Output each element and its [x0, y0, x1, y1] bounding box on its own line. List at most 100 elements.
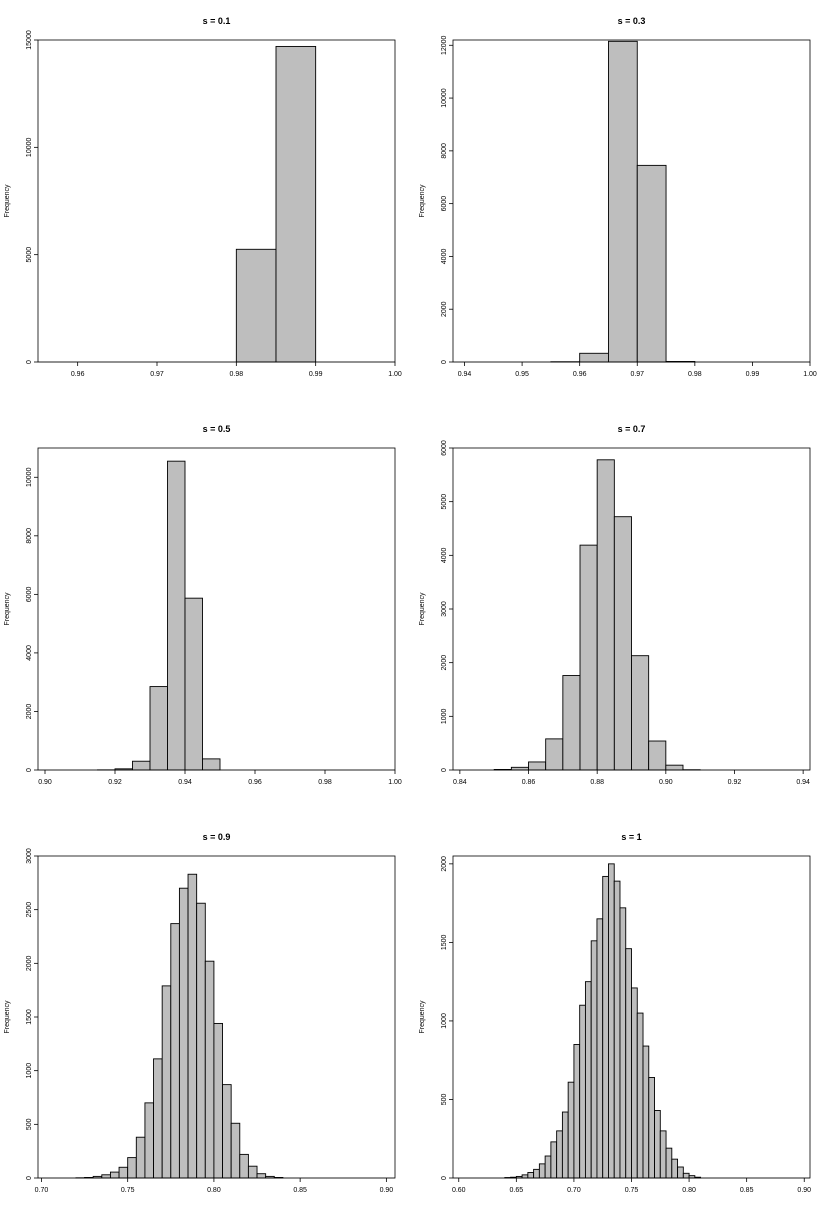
histogram-bar [235, 248, 277, 363]
y-tick-label: 2000 [441, 301, 448, 317]
histogram-bar [579, 544, 598, 771]
x-tick-label: 0.96 [71, 371, 85, 378]
x-tick-label: 0.92 [728, 779, 742, 786]
x-tick-label: 0.88 [590, 779, 604, 786]
histogram-bar [682, 1172, 690, 1179]
histogram-bar [167, 460, 186, 771]
histogram-panel-2: s = 0.3 0.94 0.95 0.96 0.97 0.98 0.99 1.00 0 2000… [415, 0, 830, 408]
y-tick-label: 2000 [26, 704, 33, 720]
histogram-bar [127, 1157, 137, 1179]
histogram-bar [590, 940, 598, 1179]
histogram-bar [256, 1173, 267, 1179]
histogram-bar [187, 873, 198, 1179]
histogram-panel-5: s = 0.9 0.70 0.75 0.80 0.85 0.90 0 500 1000 1500 2… [0, 816, 415, 1224]
histogram-chart-1: s = 0.1 0.96 0.97 0.98 0.99 1.00 0 5000 10000 150… [4, 16, 402, 378]
x-tick-label: 1.00 [388, 779, 402, 786]
histogram-bar [631, 987, 638, 1179]
histogram-bar [239, 1153, 249, 1179]
x-tick-label: 0.85 [293, 1187, 307, 1194]
y-tick-label: 6000 [441, 196, 448, 212]
histogram-bar [230, 1122, 241, 1179]
x-tick-label: 0.94 [178, 779, 192, 786]
y-tick-label: 0 [26, 360, 33, 364]
x-tick-label: 0.95 [515, 371, 529, 378]
histogram-bar [204, 960, 215, 1179]
plot-frame [37, 39, 396, 363]
chart-title: s = 0.7 [618, 424, 646, 434]
histogram-bar [659, 1130, 667, 1179]
chart-title: s = 0.1 [203, 16, 231, 26]
histogram-bar [533, 1168, 540, 1179]
histogram-bar [608, 863, 615, 1179]
x-tick-label: 0.90 [797, 1187, 811, 1194]
histogram-bar [247, 1165, 258, 1179]
histogram-bar [544, 1155, 552, 1179]
y-tick-label: 500 [26, 1118, 33, 1130]
x-tick-label: 0.80 [207, 1187, 221, 1194]
histogram-bar [101, 1174, 111, 1179]
histogram-bar [184, 597, 203, 771]
histogram-bar [202, 758, 221, 771]
histogram-bar [222, 1084, 232, 1179]
histogram-bar [538, 1163, 546, 1179]
x-tick-label: 0.98 [318, 779, 332, 786]
histogram-panel-1: s = 0.1 0.96 0.97 0.98 0.99 1.00 0 5000 10000 150… [0, 0, 415, 408]
histogram-bar [527, 1172, 535, 1179]
y-tick-label: 6000 [26, 586, 33, 602]
x-tick-label: 0.86 [522, 779, 536, 786]
y-axis-label: Frequency [4, 184, 11, 218]
y-tick-label: 500 [441, 1094, 448, 1106]
y-tick-label: 1500 [441, 935, 448, 951]
histogram-chart-6: s = 1 0.60 0.65 0.70 0.75 0.80 0.85 0.90 0 500 100… [419, 832, 811, 1194]
y-tick-label: 1500 [26, 1009, 33, 1025]
histogram-bar [613, 880, 621, 1179]
x-tick-label: 0.70 [35, 1187, 49, 1194]
y-tick-label: 15000 [26, 30, 33, 50]
histogram-bar [648, 1077, 655, 1179]
x-tick-label: 0.90 [38, 779, 52, 786]
x-tick-label: 0.97 [630, 371, 644, 378]
x-tick-label: 0.90 [659, 779, 673, 786]
histogram-bar [144, 1102, 155, 1179]
histogram-bar [132, 760, 151, 771]
histogram-bar [275, 45, 317, 363]
histogram-bar [550, 1141, 558, 1179]
histogram-bar [118, 1166, 129, 1179]
x-tick-label: 0.90 [380, 1187, 394, 1194]
x-tick-label: 1.00 [388, 371, 402, 378]
histogram-bar [584, 981, 592, 1179]
histogram-bar [567, 1081, 575, 1179]
histogram-bar [213, 1022, 223, 1179]
histogram-panel-6: s = 1 0.60 0.65 0.70 0.75 0.80 0.85 0.90 0 500 100… [415, 816, 830, 1224]
plot-frame [452, 39, 811, 363]
y-axis-label: Frequency [4, 1000, 11, 1034]
x-tick-label: 0.75 [121, 1187, 135, 1194]
histogram-chart-3: s = 0.5 0.90 0.92 0.94 0.96 0.98 1.00 0 2000 4000… [4, 424, 402, 786]
histogram-bar [613, 516, 632, 771]
x-tick-label: 0.84 [453, 779, 467, 786]
histogram-bar [562, 675, 581, 771]
histogram-bar [161, 985, 172, 1179]
histogram-bar [178, 887, 189, 1179]
x-tick-label: 0.98 [230, 371, 244, 378]
x-tick-label: 0.97 [150, 371, 164, 378]
x-tick-label: 0.85 [740, 1187, 754, 1194]
y-axis-label: Frequency [419, 184, 426, 218]
x-tick-label: 0.99 [746, 371, 760, 378]
histogram-bar [625, 948, 632, 1179]
y-tick-label: 0 [26, 768, 33, 772]
plot-frame [37, 447, 396, 771]
histogram-bar [665, 1147, 673, 1179]
histogram-bar [521, 1174, 529, 1179]
y-tick-label: 2000 [441, 856, 448, 872]
histogram-panel-3: s = 0.5 0.90 0.92 0.94 0.96 0.98 1.00 0 2000 4000… [0, 408, 415, 816]
x-tick-label: 0.98 [688, 371, 702, 378]
y-tick-label: 2500 [26, 902, 33, 918]
histogram-bar [556, 1130, 563, 1179]
chart-title: s = 0.3 [618, 16, 646, 26]
histogram-chart-4: s = 0.7 0.84 0.86 0.88 0.90 0.92 0.94 0 1000 2000… [419, 424, 811, 786]
y-tick-label: 8000 [441, 143, 448, 159]
x-tick-label: 0.96 [573, 371, 587, 378]
chart-title: s = 0.5 [203, 424, 231, 434]
histogram-bar [528, 761, 547, 771]
